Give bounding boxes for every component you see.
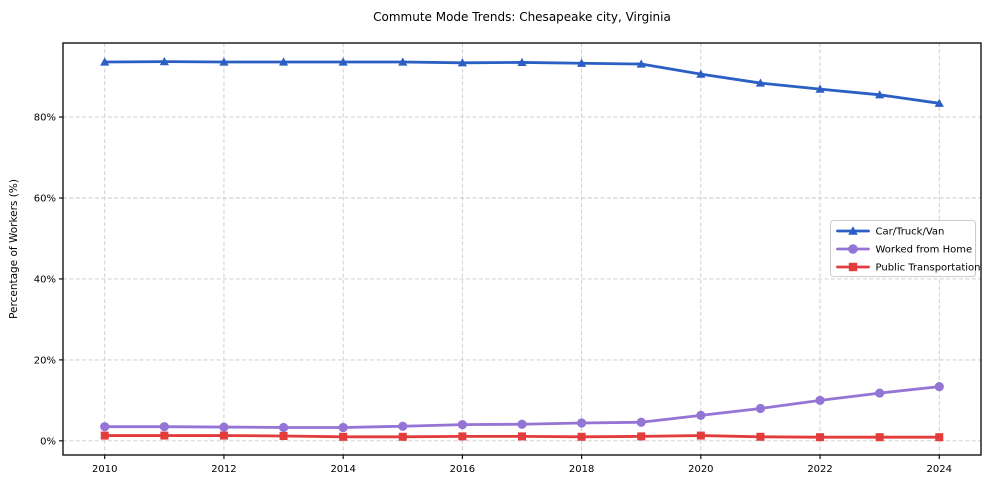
legend-item-car-truck-van: Car/Truck/Van	[836, 226, 945, 238]
data-point-marker	[848, 262, 858, 272]
data-point-marker	[517, 419, 527, 429]
data-point-marker	[816, 433, 825, 442]
x-tick-label: 2020	[688, 464, 713, 475]
data-point-marker	[160, 431, 169, 440]
data-point-marker	[338, 422, 348, 433]
data-point-marker	[457, 58, 467, 67]
data-point-marker	[279, 431, 288, 440]
data-point-marker	[100, 431, 109, 440]
x-tick-label: 2010	[92, 464, 117, 475]
data-point-marker	[696, 69, 706, 78]
y-tick-label: 0%	[40, 436, 56, 447]
data-point-marker	[219, 422, 229, 432]
data-point-marker	[696, 410, 706, 420]
data-point-marker	[875, 433, 884, 442]
x-tick-label: 2012	[211, 464, 236, 475]
data-point-marker	[100, 57, 110, 66]
data-point-marker	[637, 432, 646, 441]
axis-tick-labels: 0% 20% 40% 60% 80% 2010 2012 2014 2016 2018 2020 20…	[34, 113, 952, 475]
x-tick-label: 2022	[807, 464, 832, 475]
data-point-marker	[278, 422, 289, 433]
data-point-marker	[219, 57, 229, 66]
data-point-marker	[398, 421, 408, 431]
data-point-marker	[755, 78, 766, 87]
data-point-marker	[696, 431, 705, 440]
data-point-marker	[278, 57, 289, 66]
plot-area	[63, 43, 981, 455]
legend-label: Public Transportation	[876, 263, 981, 274]
x-tick-label: 2018	[569, 464, 594, 475]
series-car-truck-van	[100, 57, 944, 107]
x-tick-label: 2014	[330, 464, 355, 475]
data-point-marker	[398, 432, 407, 441]
data-point-marker	[159, 57, 169, 66]
data-point-marker	[875, 388, 885, 398]
legend-box	[830, 220, 976, 277]
data-point-marker	[457, 420, 467, 430]
legend-item-worked-from-home: Worked from Home	[836, 244, 973, 256]
data-point-marker	[934, 382, 944, 392]
data-point-marker	[338, 57, 348, 66]
legend-label: Car/Truck/Van	[876, 227, 945, 238]
series-public-transportation	[100, 431, 944, 442]
data-point-marker	[458, 432, 467, 441]
axis-ticks	[59, 116, 940, 459]
data-point-marker	[518, 432, 526, 441]
data-point-marker	[219, 431, 228, 440]
y-tick-label: 40%	[34, 274, 56, 285]
data-point-marker	[100, 422, 110, 432]
data-point-marker	[577, 432, 586, 441]
legend-item-public-transportation: Public Transportation	[836, 262, 981, 274]
x-tick-label: 2024	[927, 464, 952, 475]
data-point-marker	[339, 432, 348, 441]
data-point-marker	[756, 432, 765, 441]
data-point-marker	[848, 226, 858, 235]
plot-frame	[62, 42, 982, 456]
y-tick-label: 80%	[34, 113, 56, 124]
legend: Car/Truck/Van Worked from Home Public Tran…	[830, 220, 981, 277]
y-tick-label: 20%	[34, 355, 56, 366]
data-point-marker	[935, 433, 944, 442]
legend-label: Worked from Home	[876, 245, 973, 256]
data-point-marker	[815, 84, 825, 93]
y-tick-label: 60%	[34, 194, 56, 205]
data-point-marker	[815, 395, 825, 405]
data-point-marker	[875, 90, 885, 99]
data-point-marker	[577, 58, 587, 67]
series-worked-from-home	[100, 382, 944, 433]
data-point-marker	[934, 98, 944, 107]
data-point-marker	[577, 418, 587, 428]
data-point-marker	[636, 417, 646, 427]
data-point-marker	[517, 57, 527, 67]
chart-title: Commute Mode Trends: Chesapeake city, Vi…	[373, 10, 671, 24]
data-point-marker	[636, 59, 646, 68]
x-tick-label: 2016	[450, 464, 475, 475]
data-point-marker	[848, 244, 858, 254]
data-point-marker	[755, 403, 766, 414]
data-point-marker	[159, 422, 169, 432]
data-point-marker	[398, 57, 408, 66]
